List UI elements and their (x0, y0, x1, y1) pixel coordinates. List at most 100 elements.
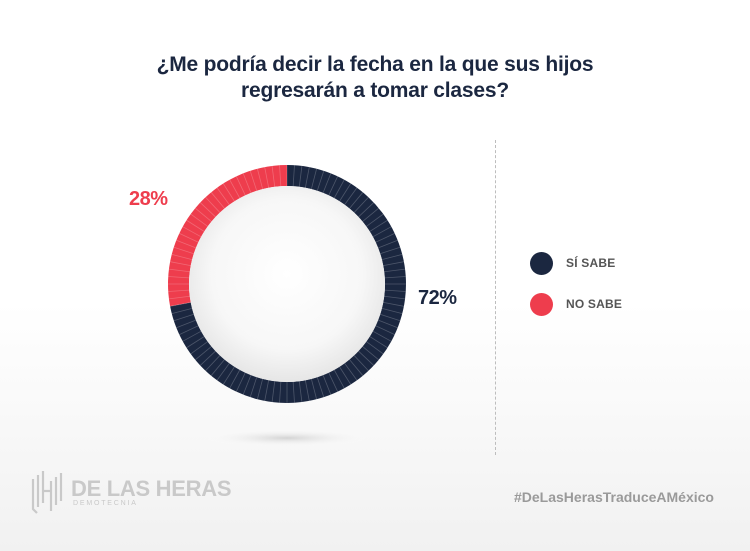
donut-segment-tick (322, 173, 332, 194)
donut-segment-tick (182, 330, 202, 342)
donut-segment-tick (377, 319, 398, 329)
donut-segment-tick (372, 330, 392, 342)
donut-segment-tick (328, 372, 339, 392)
legend-dot-no-sabe (530, 292, 553, 316)
donut-segment-tick (339, 183, 352, 202)
donut-segment-tick (170, 301, 191, 307)
donut-segment-tick (205, 196, 221, 213)
donut-segment-tick (349, 359, 364, 376)
brand-name: DE LAS HERAS (71, 475, 232, 501)
donut-segment-tick (366, 213, 384, 227)
donut-segment-tick (186, 336, 205, 349)
donut-segment-tick (316, 170, 325, 191)
donut-segment-tick (333, 179, 345, 199)
donut-segment-tick (168, 295, 190, 300)
donut-segment-tick (381, 307, 403, 314)
donut-segment-tick (168, 268, 190, 273)
chart-title-line-1: ¿Me podría decir la fecha en la que sus … (156, 53, 594, 76)
donut-segment-tick (383, 301, 404, 307)
donut-segment-tick (171, 307, 193, 314)
donut-segment-tick (381, 254, 403, 261)
donut-segment-tick (369, 219, 388, 232)
donut-segment-tick (358, 202, 375, 218)
donut-segment-tick (353, 355, 369, 372)
donut-segment-tick (375, 232, 395, 243)
donut-segment-tick (216, 363, 230, 381)
donut-segment-tick (380, 246, 401, 255)
donut-segment-tick (229, 369, 241, 389)
donut-segment-tick (179, 325, 199, 336)
donut-segment-tick (216, 187, 230, 205)
donut-segment-tick (190, 341, 208, 355)
donut-segment-tick (186, 219, 205, 232)
donut-segment-tick (195, 207, 212, 222)
donut-segment-tick (298, 165, 303, 187)
hashtag: #DeLasHerasTraduceAMéxico (514, 489, 714, 505)
donut-segment-tick (222, 183, 235, 202)
donut-segment-tick (292, 381, 295, 403)
donut-segment-tick (176, 319, 197, 329)
data-label-no-sabe: 28% (129, 188, 168, 210)
donut-segment-tick (349, 192, 364, 209)
donut-segment-tick (168, 289, 190, 292)
donut-segment-tick (264, 380, 270, 401)
donut-segment-tick (195, 346, 212, 361)
donut-segment-tick (316, 377, 325, 398)
donut-segment-tick (298, 381, 303, 403)
legend-item-si-sabe: SÍ SABE (530, 251, 622, 275)
donut-inner-circle (189, 186, 385, 382)
donut-segment-tick (176, 239, 197, 249)
donut-segment-tick (322, 374, 332, 395)
donut-segment-tick (210, 359, 225, 376)
donut-segment-tick (310, 378, 317, 400)
donut-segment-tick (377, 239, 398, 249)
donut-segment-tick (366, 341, 384, 355)
donut-segment-tick (344, 363, 358, 381)
donut-segment-tick (264, 167, 270, 188)
legend-dot-si-sabe (530, 251, 553, 275)
donut-segment-tick (190, 213, 208, 227)
donut-segment-tick (171, 254, 193, 261)
donut-segment-tick (205, 355, 221, 372)
donut-segment-tick (179, 232, 199, 243)
donut-segment-tick (210, 192, 225, 209)
donut-segment-tick (353, 196, 369, 213)
donut-segment-tick (384, 268, 406, 273)
donut-segment-tick (383, 261, 404, 267)
donut-segment-tick (292, 165, 295, 187)
donut-segment-tick (235, 176, 246, 196)
donut-segment-tick (257, 378, 264, 400)
donut-segment-tick (242, 173, 252, 194)
donut-segment-tick (344, 187, 358, 205)
donut-segment-tick (310, 168, 317, 190)
donut-segment-tick (358, 350, 375, 366)
donut-segment-tick (362, 346, 379, 361)
brand-mark-icon (31, 471, 63, 514)
data-label-si-sabe: 72% (418, 287, 457, 309)
donut-segment-tick (271, 165, 276, 187)
donut-segment-tick (182, 226, 202, 238)
donut-slice-no-sabe (167, 165, 287, 307)
divider (495, 140, 496, 455)
donut-segment-tick (384, 289, 406, 292)
donut-segment-tick (242, 374, 252, 395)
donut-segment-tick (384, 295, 406, 300)
donut-segment-tick (339, 366, 352, 385)
donut-segment-tick (304, 380, 310, 401)
donut-shadow (202, 429, 372, 447)
donut-segment-tick (199, 202, 216, 218)
donut-segment-tick (235, 372, 246, 392)
chart-title: ¿Me podría decir la fecha en la que sus … (0, 52, 750, 104)
donut-segment-tick (384, 276, 406, 279)
donut-segment-tick (372, 226, 392, 238)
donut-segment-tick (168, 276, 190, 279)
donut-segment-tick (249, 377, 258, 398)
donut-segment-tick (333, 369, 345, 389)
brand-logo: DE LAS HERAS DEMOTECNIA (31, 467, 232, 517)
donut-segment-tick (170, 261, 191, 267)
donut-segment-tick (271, 381, 276, 403)
donut-segment-tick (229, 179, 241, 199)
legend-item-no-sabe: NO SABE (530, 292, 622, 316)
donut-segment-tick (279, 381, 282, 403)
